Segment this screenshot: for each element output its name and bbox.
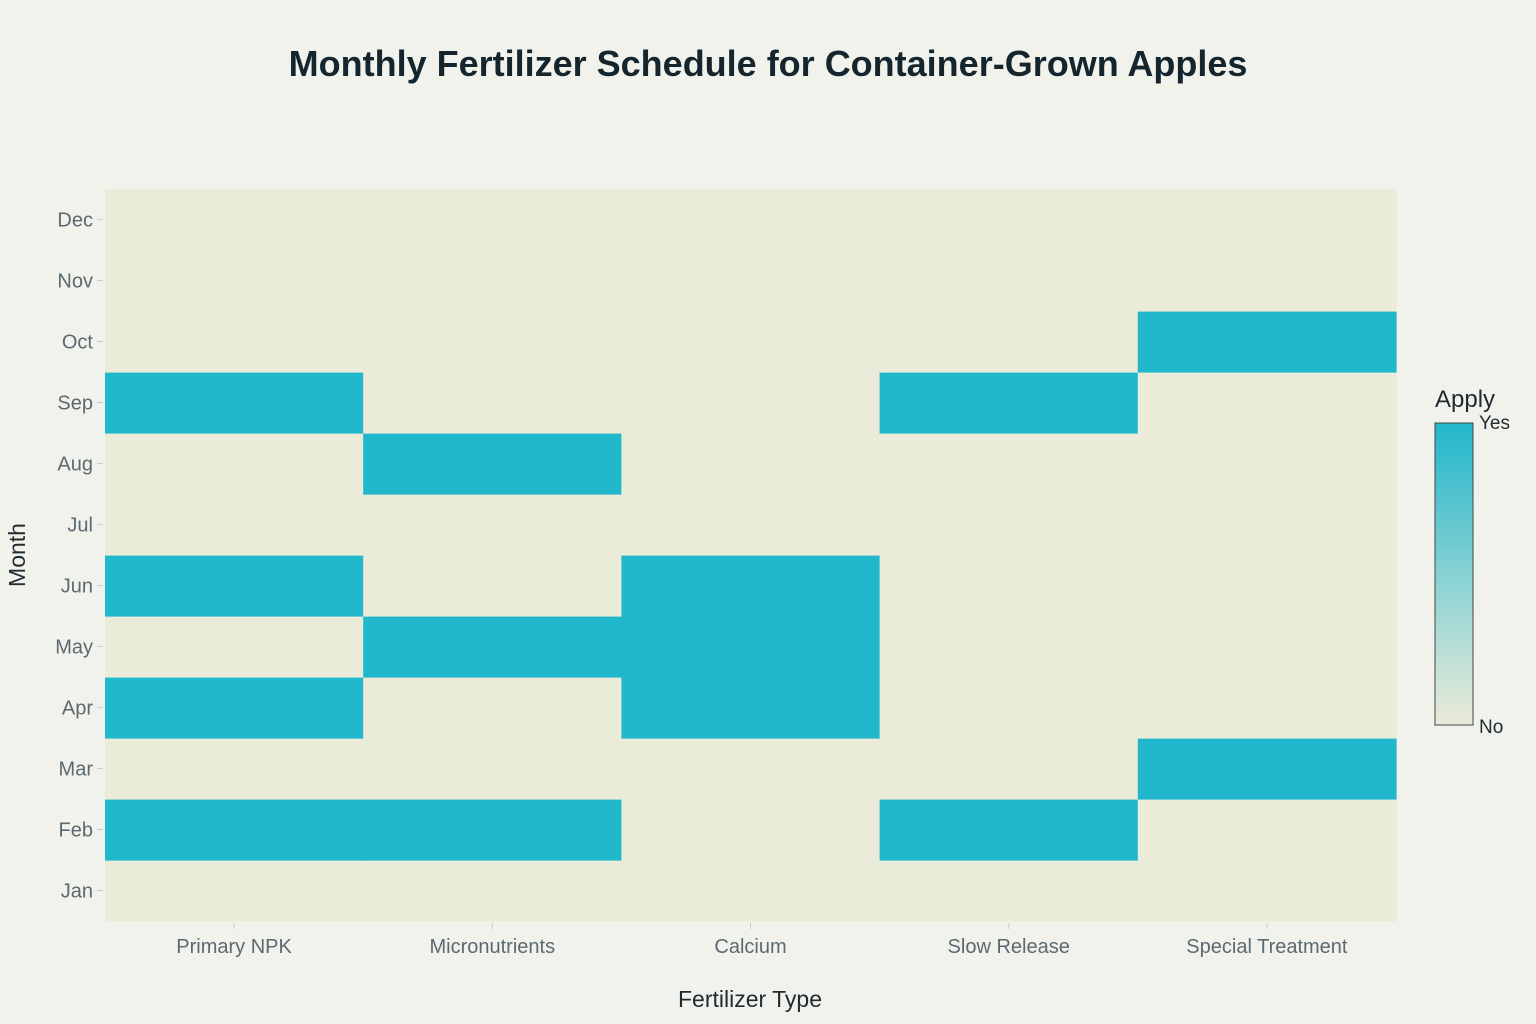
heatmap-cell-feb-3 [879,799,1139,861]
heatmap-cell-apr-3 [879,677,1139,739]
y-tick-label: Nov [57,271,93,293]
chart-title: Monthly Fertilizer Schedule for Containe… [289,43,1248,84]
heatmap-cell-may-1 [363,616,622,678]
heatmap-cell-aug-0 [105,433,364,495]
heatmap-cell-sep-1 [363,372,622,434]
heatmap-cell-jun-4 [1137,555,1397,617]
heatmap-cell-jan-3 [879,860,1139,922]
x-tick-label: Slow Release [948,936,1070,958]
y-tick-label: Jan [61,881,93,903]
heatmap-cell-sep-2 [621,372,881,434]
heatmap-cell-may-2 [621,616,881,678]
y-tick-label: Dec [57,210,93,232]
heatmap-cell-jun-2 [621,555,881,617]
y-tick-label: Aug [57,454,93,476]
heatmap-cell-jan-2 [621,860,881,922]
heatmap-cell-dec-1 [363,189,622,251]
heatmap-cell-sep-4 [1137,372,1397,434]
heatmap-cell-apr-1 [363,677,622,739]
heatmap-cell-aug-1 [363,433,622,495]
x-axis-ticks: Primary NPK Micronutrients Calcium Slow Rel… [176,923,1348,958]
heatmap-cell-feb-1 [363,799,622,861]
x-axis-title: Fertilizer Type [678,986,822,1012]
heatmap-cell-jun-0 [105,555,364,617]
heatmap-cell-nov-4 [1137,250,1397,312]
heatmap-cell-dec-2 [621,189,881,251]
heatmap-cell-dec-4 [1137,189,1397,251]
heatmap-cell-oct-0 [105,311,364,373]
heatmap-cell-oct-4 [1137,311,1397,373]
heatmap-cell-jun-3 [879,555,1139,617]
heatmap-cell-apr-4 [1137,677,1397,739]
heatmap-cell-mar-1 [363,738,622,800]
heatmap-cell-aug-4 [1137,433,1397,495]
colorbar-legend: Apply Yes No [1434,386,1510,738]
heatmap-cell-mar-4 [1137,738,1397,800]
heatmap-cell-jul-3 [879,494,1139,556]
x-tick-label: Micronutrients [429,936,555,958]
heatmap-cell-sep-3 [879,372,1139,434]
heatmap-cell-mar-2 [621,738,881,800]
y-tick-label: Jul [67,515,93,537]
heatmap-cell-jan-1 [363,860,622,922]
heatmap-cell-nov-2 [621,250,881,312]
heatmap-cell-aug-3 [879,433,1139,495]
heatmap-cell-dec-3 [879,189,1139,251]
colorbar-tick-yes: Yes [1479,413,1510,434]
y-tick-label: Sep [57,393,93,415]
heatmap-cell-jan-4 [1137,860,1397,922]
x-tick-label: Primary NPK [176,936,292,958]
y-tick-label: Apr [62,698,93,720]
heatmap-cell-mar-3 [879,738,1139,800]
heatmap-cell-oct-1 [363,311,622,373]
heatmap-cell-jul-1 [363,494,622,556]
heatmap-cell-mar-0 [105,738,364,800]
x-tick-label: Special Treatment [1186,936,1348,958]
heatmap-cell-nov-0 [105,250,364,312]
heatmap-cell-feb-0 [105,799,364,861]
x-tick-label: Calcium [714,936,786,958]
heatmap-cell-feb-2 [621,799,881,861]
colorbar-title: Apply [1435,386,1495,413]
heatmap-cell-nov-1 [363,250,622,312]
y-tick-label: Jun [61,576,93,598]
heatmap-cell-may-3 [879,616,1139,678]
y-tick-label: Feb [59,820,93,842]
y-axis-title: Month [4,523,30,587]
heatmap-cell-oct-3 [879,311,1139,373]
plot-area [105,189,1397,922]
heatmap-cell-feb-4 [1137,799,1397,861]
heatmap-cell-nov-3 [879,250,1139,312]
y-tick-label: May [55,637,93,659]
heatmap-cell-jun-1 [363,555,622,617]
heatmap-cell-may-0 [105,616,364,678]
heatmap-cell-apr-2 [621,677,881,739]
colorbar-tick-no: No [1479,717,1503,738]
heatmap-cell-may-4 [1137,616,1397,678]
heatmap-cell-jul-2 [621,494,881,556]
heatmap-cell-oct-2 [621,311,881,373]
heatmap-cell-jul-0 [105,494,364,556]
colorbar-gradient [1434,422,1474,726]
y-tick-label: Mar [59,759,94,781]
heatmap-cell-jan-0 [105,860,364,922]
heatmap-cell-apr-0 [105,677,364,739]
heatmap-cell-sep-0 [105,372,364,434]
heatmap-cell-aug-2 [621,433,881,495]
heatmap-cell-dec-0 [105,189,364,251]
heatmap-cell-jul-4 [1137,494,1397,556]
y-axis-ticks: Jan Feb Mar Apr May Jun Jul Aug Sep Oct Nov Dec [55,210,103,903]
y-tick-label: Oct [62,332,94,354]
